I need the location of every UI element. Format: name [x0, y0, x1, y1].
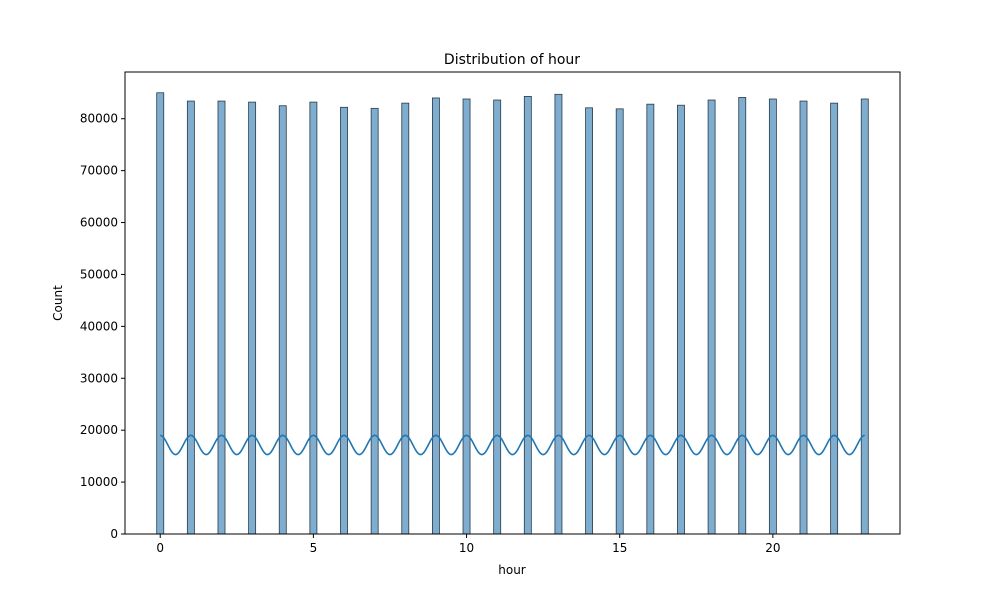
plot-frame — [124, 71, 901, 535]
x-axis-label: hour — [498, 563, 526, 577]
bar-hour-1 — [186, 100, 195, 535]
bar-hour-10 — [462, 98, 471, 535]
bar-hour-2 — [217, 100, 226, 535]
y-tick-label: 10000 — [80, 475, 118, 489]
bar-hour-20 — [768, 98, 777, 535]
chart-title: Distribution of hour — [444, 52, 580, 68]
y-axis-label: Count — [51, 285, 65, 321]
bar-hour-22 — [830, 102, 839, 535]
x-tick-label: 20 — [765, 541, 780, 555]
bar-hour-5 — [309, 101, 318, 535]
y-tick-label: 50000 — [80, 267, 118, 281]
bar-hour-11 — [493, 99, 502, 535]
bar-hour-18 — [707, 99, 716, 535]
x-tick-label: 5 — [310, 541, 318, 555]
bar-hour-4 — [278, 105, 287, 535]
bar-hour-15 — [615, 108, 624, 535]
y-tick-label: 60000 — [80, 216, 118, 230]
y-axis-ticks: 0 10000 20000 30000 40000 50000 60000 70000 8000… — [80, 112, 125, 541]
bar-hour-13 — [554, 93, 563, 535]
y-tick-label: 30000 — [80, 371, 118, 385]
y-tick-label: 70000 — [80, 164, 118, 178]
x-tick-label: 10 — [459, 541, 474, 555]
bar-hour-9 — [431, 97, 440, 535]
y-tick-label: 80000 — [80, 112, 118, 126]
bar-hour-8 — [401, 102, 410, 535]
y-tick-label: 40000 — [80, 319, 118, 333]
bar-hour-19 — [738, 97, 747, 535]
kde-curve — [160, 434, 865, 456]
bars-group — [156, 92, 869, 535]
x-tick-label: 0 — [156, 541, 164, 555]
bar-hour-12 — [523, 95, 532, 535]
bar-hour-0 — [156, 92, 165, 535]
bar-hour-17 — [677, 104, 685, 535]
x-tick-label: 15 — [612, 541, 627, 555]
bar-hour-16 — [646, 103, 655, 535]
bar-hour-21 — [799, 100, 808, 535]
bar-hour-7 — [370, 107, 379, 535]
bar-hour-6 — [340, 106, 348, 535]
y-tick-label: 20000 — [80, 423, 118, 437]
bar-hour-3 — [248, 101, 257, 535]
bar-hour-23 — [860, 98, 869, 535]
bar-hour-14 — [585, 107, 594, 535]
x-axis-ticks: 0 5 10 15 20 — [156, 534, 781, 555]
y-tick-label: 0 — [110, 527, 118, 541]
